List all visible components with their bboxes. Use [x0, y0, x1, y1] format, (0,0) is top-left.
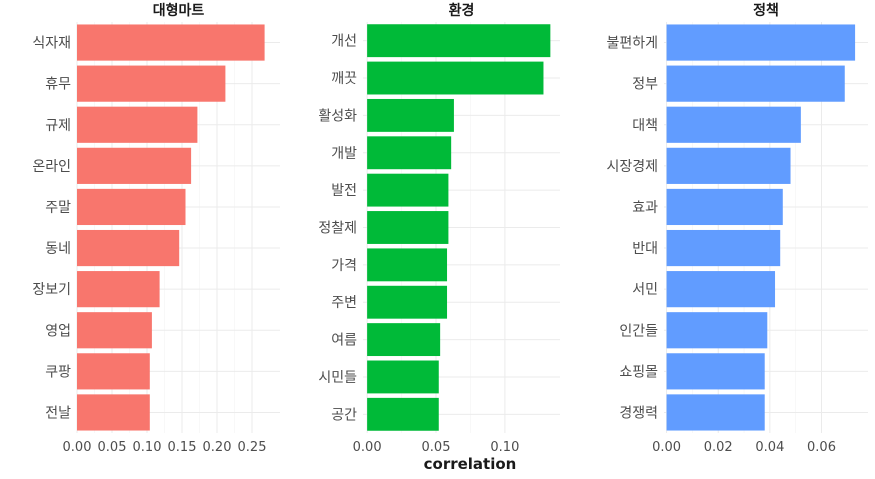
bar-2-5	[367, 173, 449, 207]
category-label: 효과	[632, 200, 658, 216]
bar-2-10	[367, 360, 439, 394]
bar-3-1	[666, 24, 856, 61]
facet-title: 대형마트	[153, 2, 205, 19]
category-label: 온라인	[32, 159, 71, 175]
bar-2-1	[367, 24, 551, 58]
x-tick-label: 0.20	[203, 440, 232, 455]
bar-1-2	[77, 65, 226, 102]
category-label: 경쟁력	[619, 405, 658, 421]
bar-1-10	[77, 394, 150, 431]
category-label: 시장경제	[606, 159, 658, 175]
category-label: 여름	[331, 333, 357, 349]
bar-2-3	[367, 98, 454, 132]
x-tick-label: 0.00	[63, 440, 92, 455]
x-tick-label: 0.04	[755, 440, 784, 455]
category-label: 영업	[45, 323, 71, 339]
bar-2-8	[367, 285, 448, 319]
bar-3-7	[666, 271, 776, 308]
bar-2-9	[367, 323, 441, 357]
bar-2-6	[367, 211, 449, 244]
bar-1-5	[77, 188, 186, 226]
x-tick-label: 0.05	[98, 440, 127, 455]
category-label: 대책	[632, 118, 658, 134]
bar-2-2	[367, 61, 544, 95]
bar-3-2	[666, 65, 845, 102]
bar-3-8	[666, 312, 768, 349]
category-label: 주말	[45, 200, 71, 216]
bar-1-9	[77, 353, 150, 390]
bar-1-7	[77, 271, 160, 308]
category-label: 쇼핑몰	[619, 364, 658, 380]
bar-1-3	[77, 106, 198, 143]
category-label: 휴무	[45, 77, 71, 93]
bar-1-1	[77, 24, 265, 61]
bar-3-3	[666, 106, 801, 143]
category-label: 쿠팡	[45, 364, 71, 380]
facet-title: 환경	[449, 2, 475, 19]
bar-1-4	[77, 147, 192, 184]
bar-3-9	[666, 353, 765, 390]
category-label: 반대	[632, 241, 658, 257]
x-tick-label: 0.10	[490, 440, 519, 455]
bar-3-4	[666, 147, 791, 184]
category-label: 발전	[331, 183, 357, 199]
bar-3-6	[666, 229, 781, 267]
category-label: 서민	[632, 282, 658, 298]
category-label: 규제	[45, 118, 71, 134]
category-label: 불편하게	[606, 36, 658, 52]
x-tick-label: 0.25	[238, 440, 267, 455]
x-tick-label: 0.10	[133, 440, 162, 455]
category-label: 깨끗	[331, 71, 357, 87]
x-tick-label: 0.15	[168, 440, 197, 455]
x-tick-label: 0.02	[704, 440, 733, 455]
x-tick-label: 0.00	[353, 440, 382, 455]
bar-3-5	[666, 188, 783, 226]
x-axis-title: correlation	[424, 455, 517, 473]
category-label: 개선	[331, 34, 357, 50]
category-label: 가격	[331, 258, 357, 274]
category-label: 개발	[331, 146, 357, 162]
category-label: 동네	[45, 241, 71, 257]
x-tick-label: 0.06	[807, 440, 836, 455]
category-label: 시민들	[318, 370, 357, 386]
x-tick-label: 0.00	[652, 440, 681, 455]
category-label: 정부	[632, 77, 658, 93]
bar-2-11	[367, 397, 439, 431]
bar-1-8	[77, 312, 152, 349]
category-label: 식자재	[32, 36, 71, 52]
bar-1-6	[77, 229, 180, 267]
bar-3-10	[666, 394, 765, 431]
x-tick-label: 0.05	[422, 440, 451, 455]
category-label: 정찰제	[318, 221, 357, 237]
bar-2-7	[367, 248, 448, 282]
category-label: 공간	[331, 407, 357, 423]
category-label: 주변	[331, 295, 357, 311]
category-label: 전날	[45, 405, 71, 421]
bar-2-4	[367, 136, 452, 170]
category-label: 인간들	[619, 323, 658, 339]
category-label: 장보기	[32, 282, 71, 298]
category-label: 활성화	[318, 108, 357, 124]
facet-title: 정책	[753, 2, 779, 19]
